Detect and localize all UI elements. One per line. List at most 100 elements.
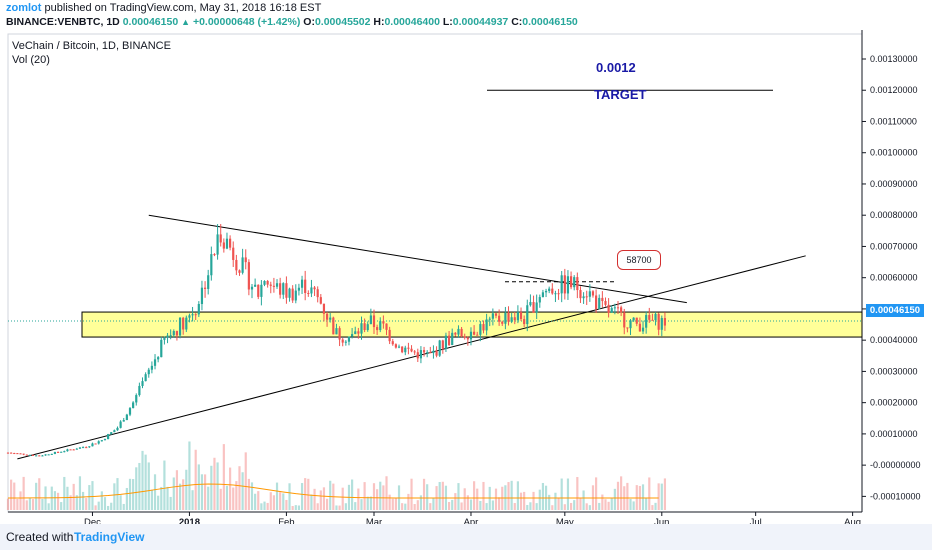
- y-tick-label: 0.00020000: [870, 398, 918, 408]
- tradingview-logo[interactable]: TradingView: [74, 530, 145, 544]
- volume-bar: [300, 483, 304, 510]
- candle-body: [429, 352, 432, 354]
- volume-bar: [579, 498, 582, 510]
- volume-bar: [66, 486, 69, 510]
- candle-body: [132, 402, 135, 409]
- volume-bar: [560, 478, 563, 510]
- volume-bar: [178, 483, 182, 510]
- volume-bar: [535, 503, 538, 510]
- candle-body: [397, 346, 401, 348]
- candle-body: [519, 312, 523, 320]
- volume-bar: [541, 482, 545, 510]
- candle-body: [244, 257, 247, 263]
- candle-body: [322, 303, 326, 314]
- volume-bar: [113, 483, 116, 510]
- candle-body: [438, 340, 441, 356]
- volume-bar: [291, 505, 294, 510]
- candle-body: [241, 257, 244, 273]
- volume-bar: [447, 501, 451, 510]
- candle-body: [463, 336, 466, 338]
- candle-body: [47, 454, 50, 456]
- candle-body: [551, 288, 554, 294]
- candle-body: [607, 304, 610, 313]
- volume-bar: [604, 499, 607, 510]
- volume-bar: [232, 487, 235, 510]
- volume-bar: [75, 495, 78, 510]
- volume-bar: [513, 503, 516, 510]
- volume-bar: [41, 498, 44, 510]
- publisher-link[interactable]: zomlot: [6, 2, 42, 14]
- x-tick-label: Mar: [366, 517, 382, 524]
- volume-bar: [376, 489, 379, 510]
- volume-bar: [588, 505, 591, 510]
- volume-bar: [654, 502, 657, 510]
- candle-body: [135, 395, 138, 403]
- volume-bar: [582, 490, 585, 510]
- candle-body: [579, 290, 582, 299]
- candle-body: [247, 262, 250, 290]
- chart-area[interactable]: 0.00130000 0.00120000 0.00110000 0.00100000…: [0, 30, 932, 528]
- quote-line: BINANCE:VENBTC, 1D 0.00046150 ▲ +0.00000…: [6, 16, 578, 28]
- volume-bar: [369, 496, 372, 510]
- volume-bar: [563, 504, 566, 510]
- candle-body: [207, 275, 210, 289]
- volume-bar: [310, 494, 313, 510]
- volume-bar: [147, 462, 150, 510]
- volume-bar: [254, 493, 257, 510]
- volume-bar: [510, 480, 513, 510]
- volume-bar: [441, 481, 444, 510]
- volume-bar: [122, 503, 125, 510]
- target-label: TARGET: [594, 87, 647, 102]
- volume-bar: [160, 486, 163, 510]
- resistance-callout[interactable]: 58700: [617, 250, 661, 270]
- created-with-text: Created with: [6, 530, 74, 544]
- candle-body: [347, 336, 351, 342]
- candle-body: [182, 317, 185, 330]
- volume-bar: [454, 493, 457, 510]
- volume-bar: [329, 480, 332, 510]
- candle-body: [150, 365, 153, 370]
- candle-body: [585, 296, 588, 298]
- volume-bar: [78, 476, 82, 510]
- volume-bar: [344, 503, 347, 510]
- candle-body: [294, 290, 297, 301]
- candle-body: [31, 454, 35, 456]
- candle-body: [329, 317, 332, 320]
- volume-bar: [128, 478, 132, 510]
- candle-body: [610, 308, 613, 313]
- candle-body: [203, 287, 207, 289]
- candle-body: [529, 302, 532, 306]
- candle-body: [66, 449, 69, 452]
- volume-bar: [585, 503, 588, 510]
- candle-body: [482, 324, 485, 331]
- candle-body: [376, 327, 379, 331]
- x-tick-label: Feb: [278, 517, 294, 524]
- volume-bar: [166, 486, 169, 510]
- volume-ma-line: [7, 483, 659, 499]
- candle-body: [200, 287, 204, 305]
- volume-bar: [341, 487, 344, 510]
- candle-body: [178, 317, 182, 336]
- candle-body: [488, 318, 491, 320]
- candle-body: [651, 319, 654, 321]
- volume-bar: [272, 495, 275, 510]
- candle-body: [275, 283, 279, 287]
- volume-bar: [247, 478, 250, 510]
- candle-body: [28, 454, 31, 456]
- volume-bar: [482, 481, 485, 510]
- candle-body: [372, 315, 376, 328]
- candle-body: [116, 427, 119, 431]
- volume-bar: [372, 483, 376, 510]
- last-price-tag: 0.00046150: [866, 304, 924, 317]
- volume-bar: [422, 478, 426, 510]
- candle-body: [444, 335, 448, 349]
- candle-body: [598, 297, 601, 309]
- candle-body: [629, 320, 632, 329]
- candle-body: [479, 324, 482, 335]
- volume-bar: [100, 491, 103, 510]
- close-label: C:: [511, 16, 523, 28]
- volume-bar: [354, 502, 357, 510]
- volume-bar: [307, 478, 310, 510]
- price-chart[interactable]: 0.00130000 0.00120000 0.00110000 0.00100000…: [0, 30, 932, 528]
- candle-body: [338, 328, 341, 340]
